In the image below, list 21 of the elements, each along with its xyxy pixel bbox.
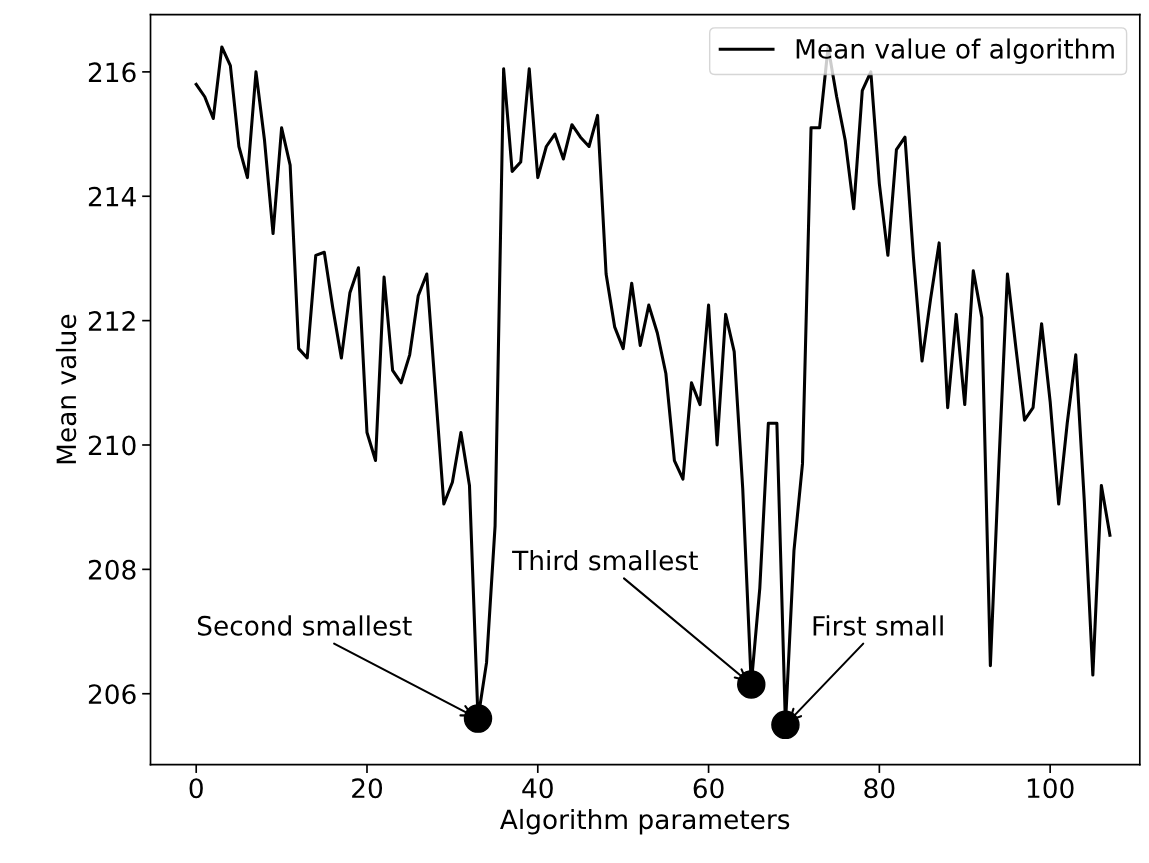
annotation: First small [813, 615, 943, 636]
legend-label: Mean value of algorithm [796, 38, 1114, 64]
y-tick-label: 206 [88, 684, 136, 705]
x-axis-title: Algorithm parameters [500, 808, 790, 835]
x-tick-label: 40 [522, 778, 553, 799]
y-axis-title: Mean value [55, 314, 77, 464]
annotation: Third smallest [512, 550, 698, 571]
point [737, 670, 766, 699]
annotation: Second smallest [197, 615, 412, 636]
x-tick-label: 20 [352, 778, 383, 799]
x-tick-label: 0 [189, 778, 203, 799]
x-tick-label: 100 [1027, 778, 1074, 799]
point [771, 710, 800, 740]
y-tick-label: 208 [88, 559, 136, 580]
x-tick-label: 80 [864, 778, 895, 799]
y-tick-label: 216 [88, 62, 136, 83]
point [463, 704, 493, 733]
y-tick-label: 210 [88, 435, 136, 456]
y-tick-label: 214 [88, 186, 136, 207]
y-tick-label: 212 [88, 311, 135, 331]
x-tick-label: 60 [693, 778, 724, 799]
